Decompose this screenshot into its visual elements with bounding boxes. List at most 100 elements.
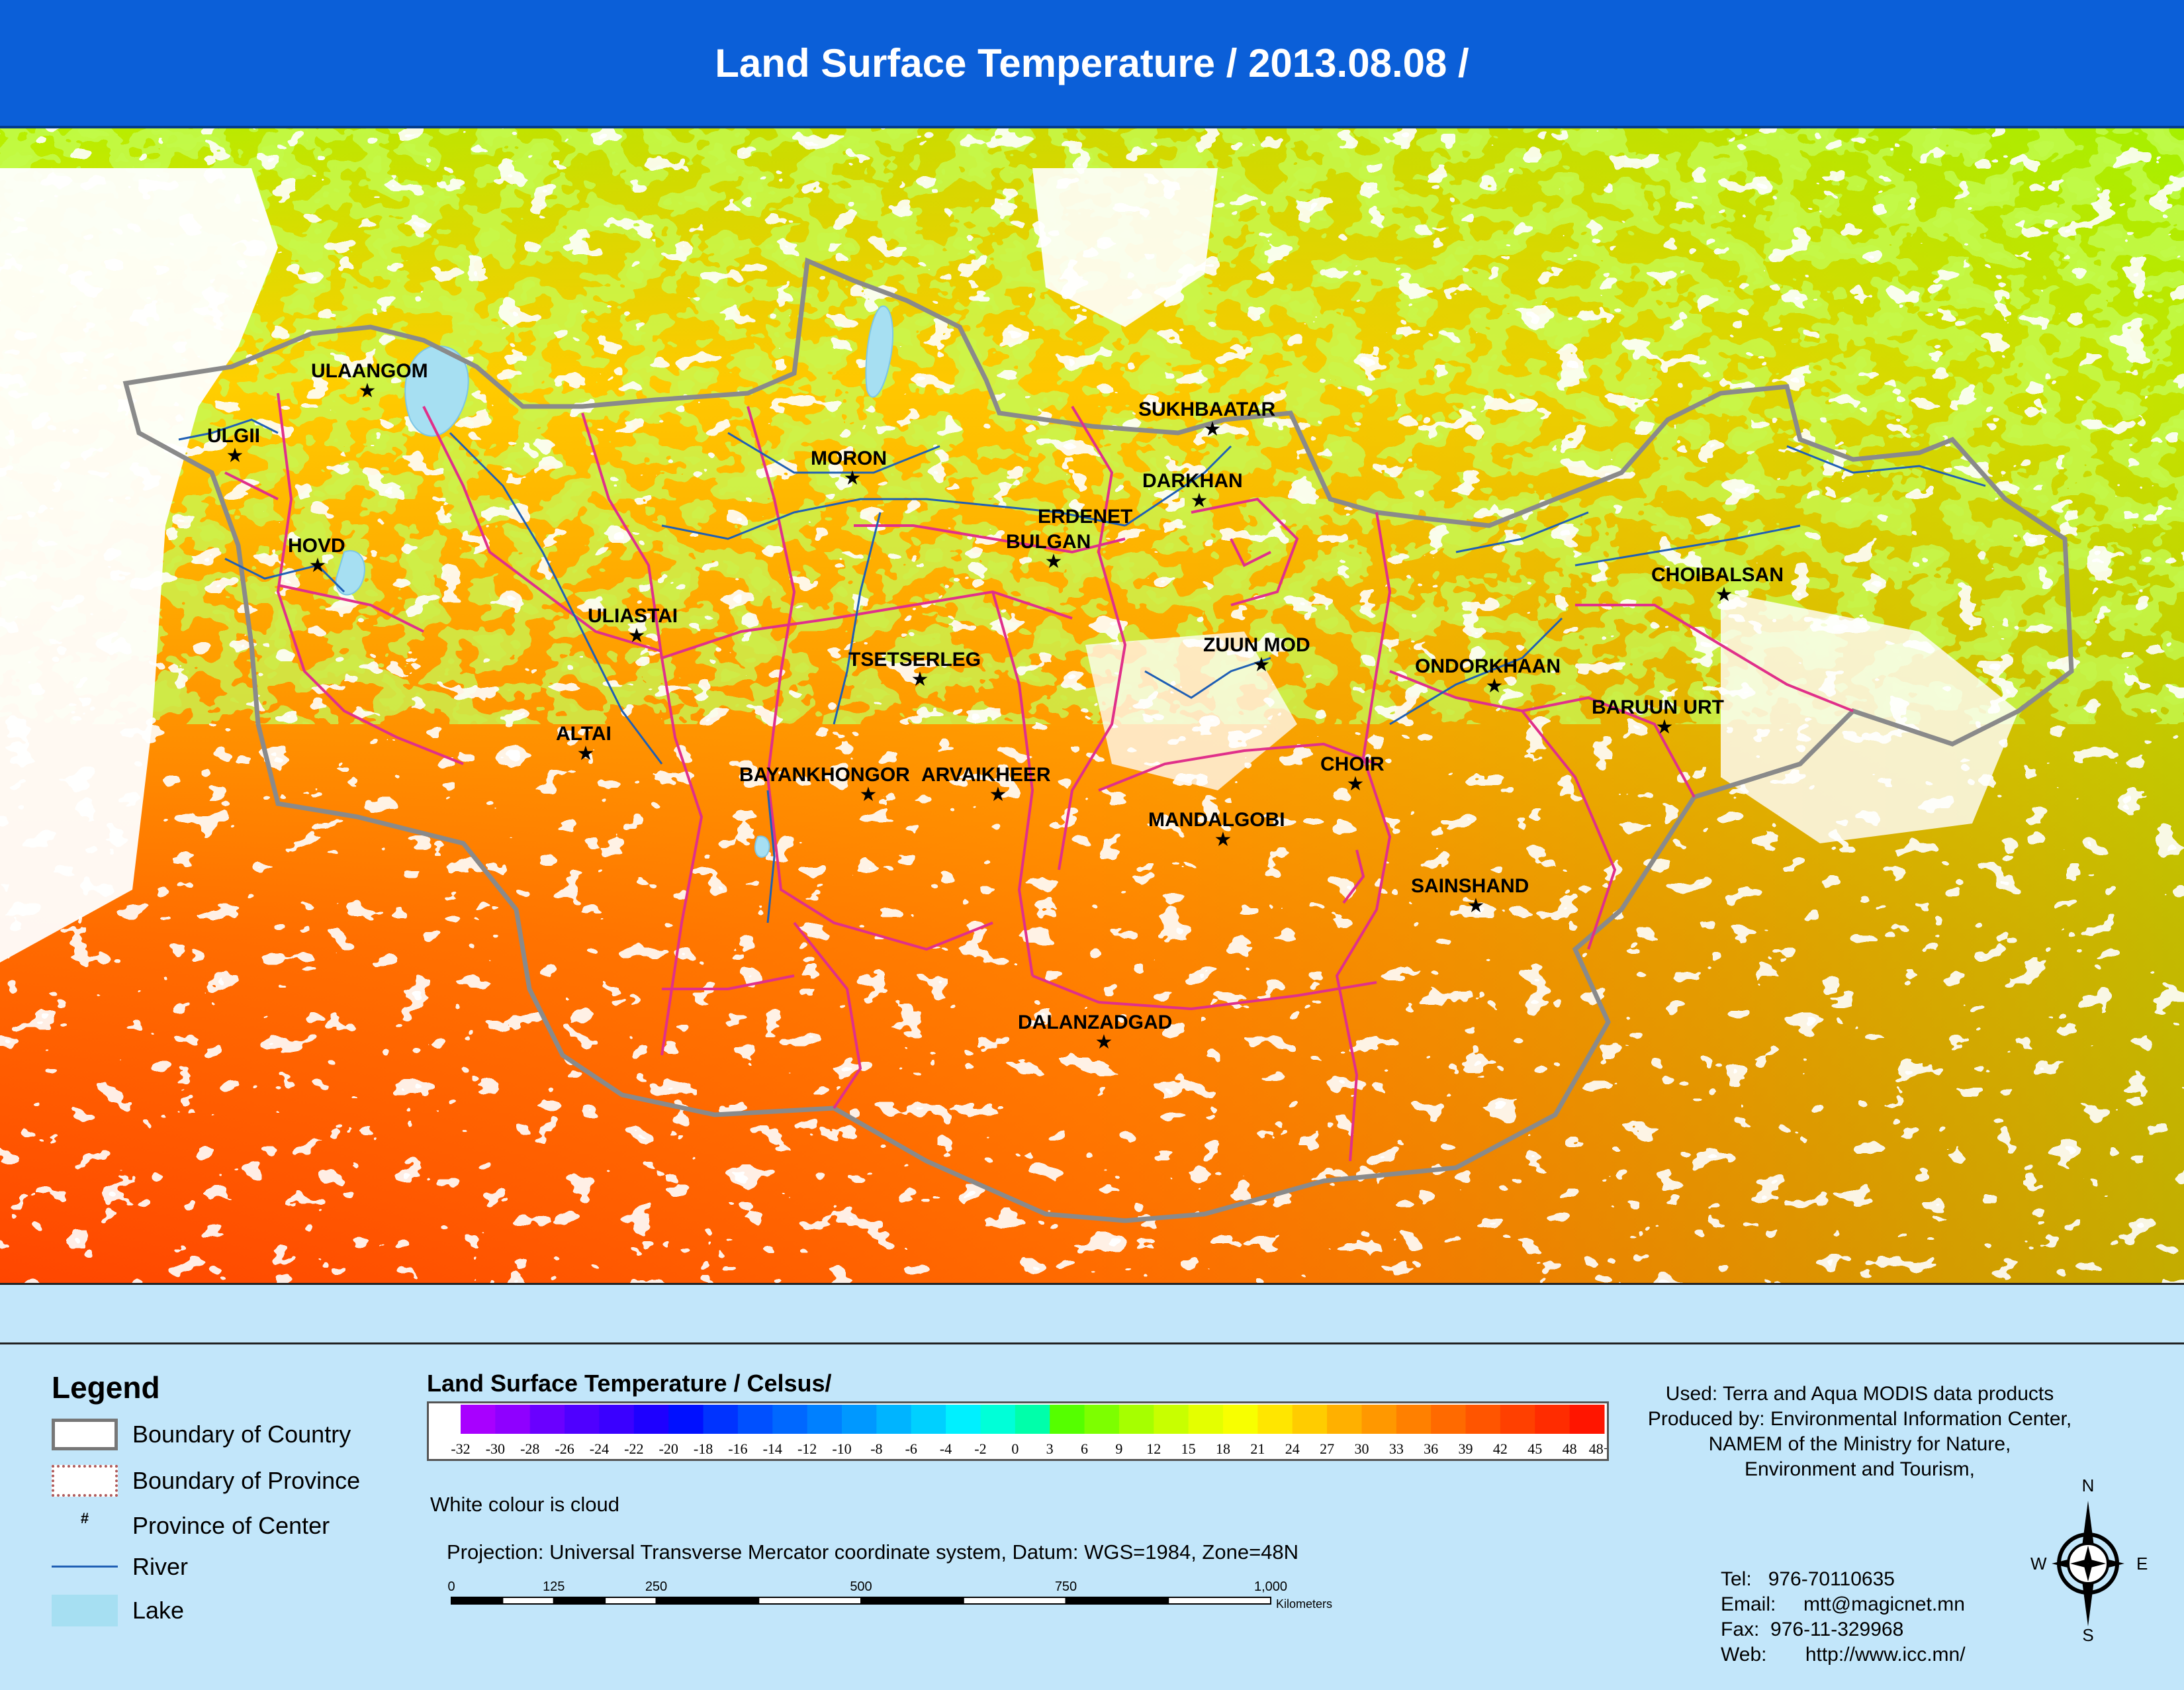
colorbar-swatch xyxy=(461,1405,496,1434)
contact-tel: Tel: 976-70110635 xyxy=(1721,1568,1895,1590)
scale-unit: Kilometers xyxy=(1276,1597,1332,1611)
colorbar-tick-label: -30 xyxy=(486,1440,505,1457)
svg-text:CHOIR: CHOIR xyxy=(1320,753,1385,775)
city-sukhbaatar[interactable]: SUKHBAATAR★ xyxy=(1138,399,1276,440)
colorbar-tick-label: 39 xyxy=(1459,1440,1473,1457)
colorbar-tick-label: -4 xyxy=(940,1440,952,1457)
colorbar-swatch xyxy=(529,1405,565,1434)
lakes xyxy=(335,305,894,858)
colorbar-swatch xyxy=(1257,1405,1293,1434)
credits-line: Produced by: Environmental Information C… xyxy=(1647,1408,2072,1430)
compass-e: E xyxy=(2136,1554,2148,1573)
svg-text:★: ★ xyxy=(1214,829,1232,851)
city-bayankhongor[interactable]: BAYANKHONGOR★ xyxy=(739,764,910,806)
scale-segment xyxy=(758,1597,862,1605)
city-erdenet[interactable]: ERDENET xyxy=(1038,506,1132,528)
credits-line: Used: Terra and Aqua MODIS data products xyxy=(1665,1383,2054,1405)
river-swatch xyxy=(52,1551,118,1583)
colorbar-swatch xyxy=(599,1405,635,1434)
contact-info: Tel: 976-70110635 Email: mtt@magicnet.mn… xyxy=(1721,1567,1966,1667)
city-zuun-mod[interactable]: ZUUN MOD★ xyxy=(1203,634,1310,676)
city-mandalgobi[interactable]: MANDALGOBI★ xyxy=(1148,809,1285,851)
svg-text:★: ★ xyxy=(1253,654,1271,676)
svg-text:BAYANKHONGOR: BAYANKHONGOR xyxy=(739,764,910,786)
colorbar-swatch xyxy=(1431,1405,1467,1434)
city-sainshand[interactable]: SAINSHAND★ xyxy=(1411,875,1529,917)
city-arvaikheer[interactable]: ARVAIKHEER★ xyxy=(921,764,1051,806)
colorbar-swatch xyxy=(737,1405,773,1434)
svg-text:★: ★ xyxy=(226,445,244,467)
svg-text:HOVD: HOVD xyxy=(288,535,345,557)
svg-text:SAINSHAND: SAINSHAND xyxy=(1411,875,1529,897)
city-choir[interactable]: CHOIR★ xyxy=(1320,753,1385,795)
city-uliastai[interactable]: ULIASTAI★ xyxy=(588,605,678,647)
colorbar-swatch xyxy=(565,1405,600,1434)
svg-text:★: ★ xyxy=(309,555,327,577)
svg-text:★: ★ xyxy=(1467,895,1485,917)
svg-text:★: ★ xyxy=(989,784,1007,806)
svg-text:DALANZADGAD: DALANZADGAD xyxy=(1018,1011,1172,1033)
contact-email[interactable]: Email: mtt@magicnet.mn xyxy=(1721,1593,1965,1615)
city-dalanzadgad[interactable]: DALANZADGAD★ xyxy=(1018,1011,1172,1053)
svg-text:ULAANGOM: ULAANGOM xyxy=(311,360,428,382)
scale-segment xyxy=(604,1597,657,1605)
city-bulgan[interactable]: BULGAN★ xyxy=(1006,531,1091,573)
cloud-north xyxy=(1032,168,1218,327)
compass-icon: N S W E xyxy=(2030,1476,2148,1645)
legend-label: River xyxy=(132,1553,189,1580)
city-ondorkhaan[interactable]: ONDORKHAAN★ xyxy=(1415,655,1561,697)
svg-text:ERDENET: ERDENET xyxy=(1038,506,1132,528)
compass-s: S xyxy=(2082,1625,2093,1642)
svg-text:ULIASTAI: ULIASTAI xyxy=(588,605,678,627)
colorbar-tick-label: 48+ xyxy=(1589,1440,1607,1457)
city-ulaangom[interactable]: ULAANGOM★ xyxy=(311,360,428,402)
colorbar-swatch xyxy=(876,1405,912,1434)
city-tsetserleg[interactable]: TSETSERLEG★ xyxy=(848,649,981,690)
city-baruun-urt[interactable]: BARUUN URT★ xyxy=(1592,696,1724,738)
scale-tick-label: 125 xyxy=(543,1579,565,1594)
colorbar-tick-label: 48 xyxy=(1563,1440,1577,1457)
city-moron[interactable]: MORON★ xyxy=(811,447,887,489)
city-markers: ULAANGOM★ ULGII★ HOVD★ MORON★ SUKHBAATAR… xyxy=(207,360,1784,1053)
cloud-note: White colour is cloud xyxy=(430,1493,620,1516)
map-svg[interactable]: ULAANGOM★ ULGII★ HOVD★ MORON★ SUKHBAATAR… xyxy=(0,128,2184,1283)
cloud-west xyxy=(0,168,278,962)
compass-n: N xyxy=(2082,1477,2095,1495)
colorbar-swatch xyxy=(946,1405,981,1434)
colorbar-swatch xyxy=(1118,1405,1154,1434)
colorbar-swatch xyxy=(1465,1405,1501,1434)
colorbar-swatch xyxy=(842,1405,877,1434)
contact-web[interactable]: Web: http://www.icc.mn/ xyxy=(1721,1644,1966,1666)
legend-item-province: Boundary of Province xyxy=(52,1461,360,1501)
colorbar-tick-label: 18 xyxy=(1216,1440,1230,1457)
svg-text:★: ★ xyxy=(1191,490,1208,512)
city-altai[interactable]: ALTAI★ xyxy=(556,723,612,765)
map-area[interactable]: ULAANGOM ★ ULGII ★ HOVD ★ MORON ★ SUKHBAATAR… xyxy=(0,128,2184,1283)
colorbar-swatch xyxy=(1188,1405,1224,1434)
svg-text:ARVAIKHEER: ARVAIKHEER xyxy=(921,764,1051,786)
colorbar-swatch xyxy=(1223,1405,1258,1434)
svg-text:ALTAI: ALTAI xyxy=(556,723,612,745)
scale-tick-label: 250 xyxy=(645,1579,667,1594)
province-boundary-swatch xyxy=(52,1465,118,1497)
colorbar-tick-label: -20 xyxy=(659,1440,678,1457)
colorbar-tick-label: -26 xyxy=(555,1440,574,1457)
colorbar-tick-label: -16 xyxy=(728,1440,747,1457)
colorbar-tick-label: 33 xyxy=(1389,1440,1404,1457)
colorbar-tick-label: 21 xyxy=(1250,1440,1265,1457)
legend-item-country: Boundary of Country xyxy=(52,1415,351,1454)
city-darkhan[interactable]: DARKHAN★ xyxy=(1142,470,1243,512)
city-ulgii[interactable]: ULGII★ xyxy=(207,425,260,467)
colorbar-swatch xyxy=(807,1405,842,1434)
colorbar-tick-label: -12 xyxy=(797,1440,817,1457)
colorbar-swatch xyxy=(1015,1405,1050,1434)
svg-text:★: ★ xyxy=(1656,716,1674,738)
svg-text:★: ★ xyxy=(1347,773,1365,795)
compass-w: W xyxy=(2030,1554,2047,1573)
legend-item-lake: Lake xyxy=(52,1591,184,1630)
map-title: Land Surface Temperature / 2013.08.08 / xyxy=(715,40,1469,85)
city-hovd[interactable]: HOVD★ xyxy=(288,535,345,577)
svg-text:BULGAN: BULGAN xyxy=(1006,531,1091,553)
colorbar-tick-label: -8 xyxy=(870,1440,882,1457)
city-choibalsan[interactable]: CHOIBALSAN★ xyxy=(1651,564,1784,606)
